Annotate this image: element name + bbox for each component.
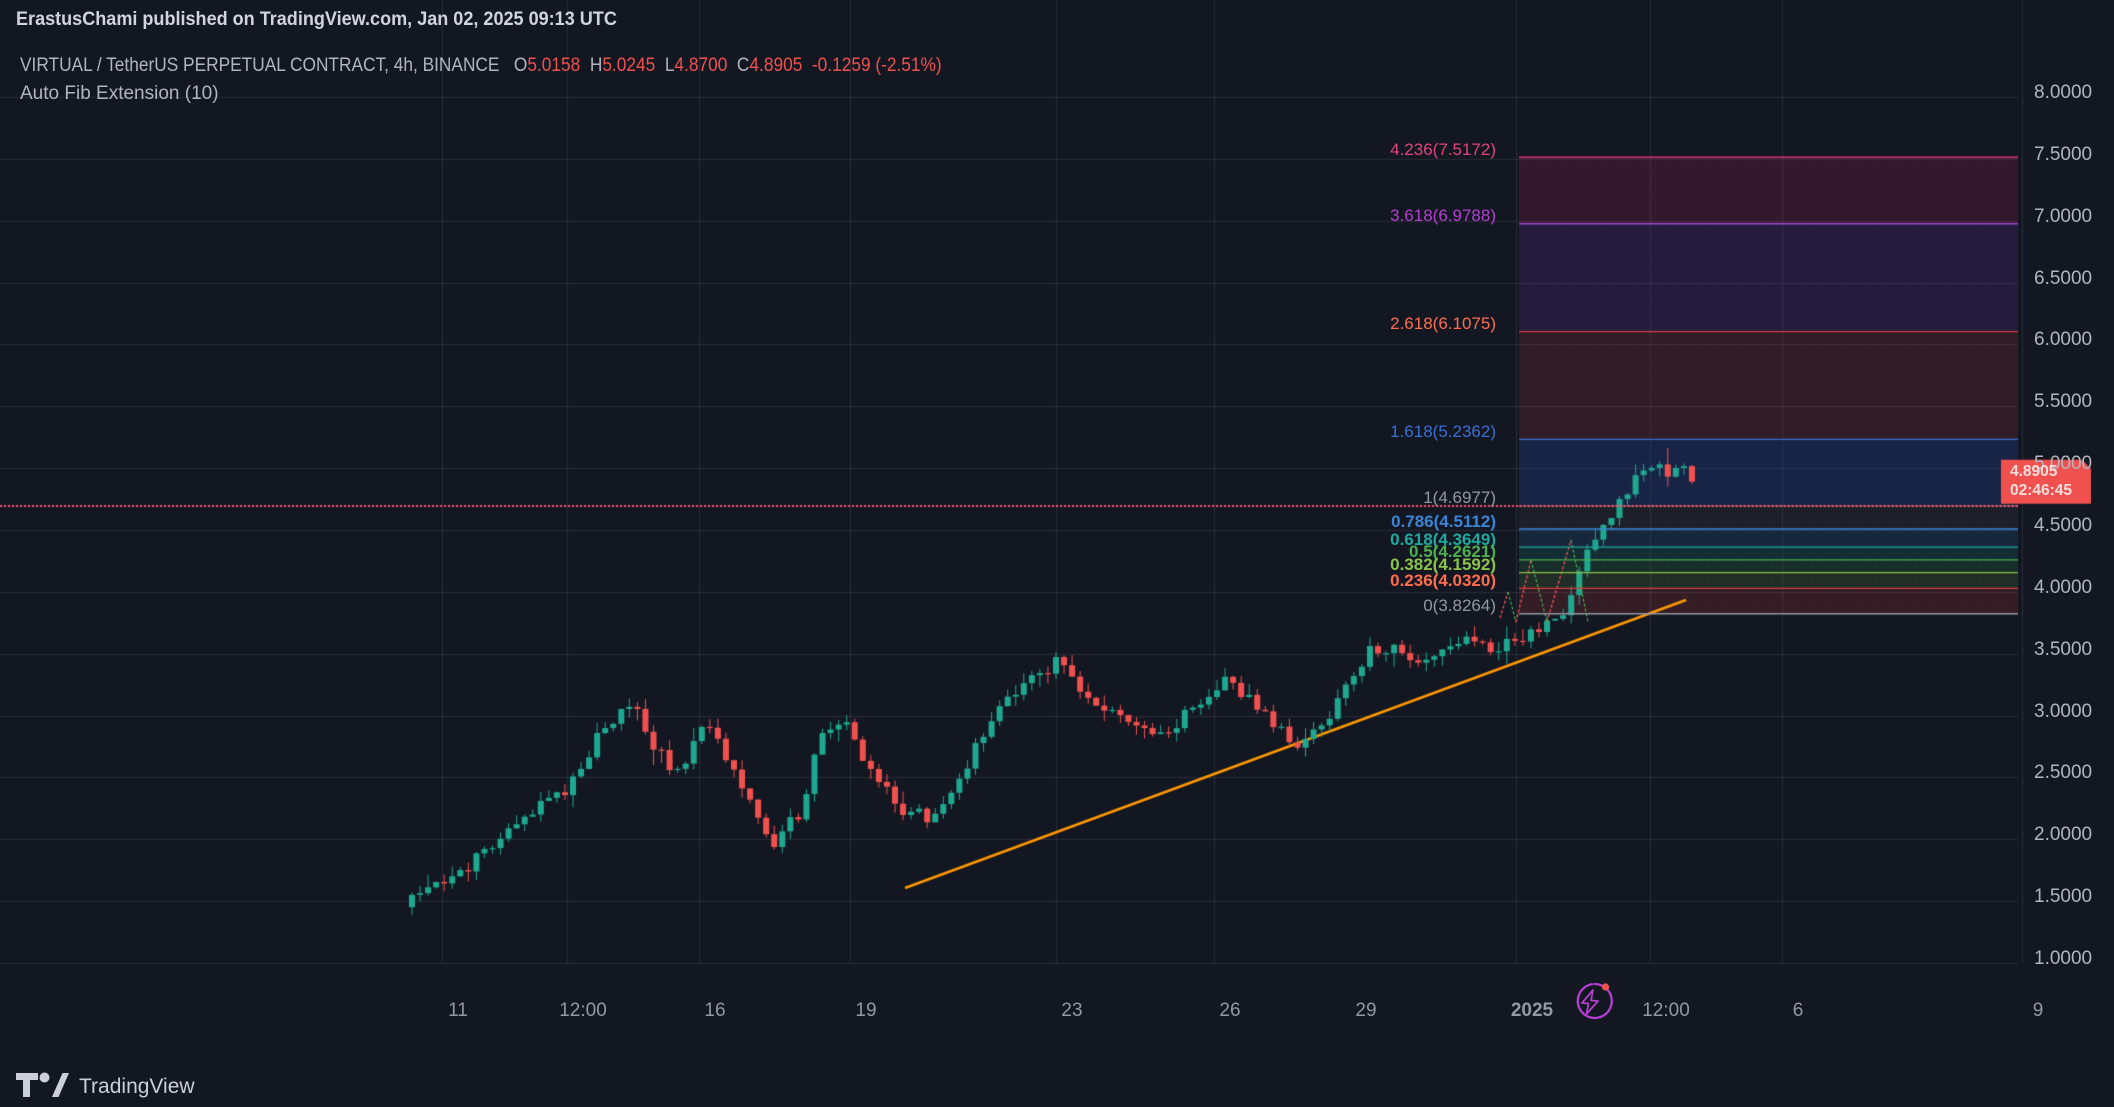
svg-text:TradingView: TradingView <box>79 1075 195 1098</box>
